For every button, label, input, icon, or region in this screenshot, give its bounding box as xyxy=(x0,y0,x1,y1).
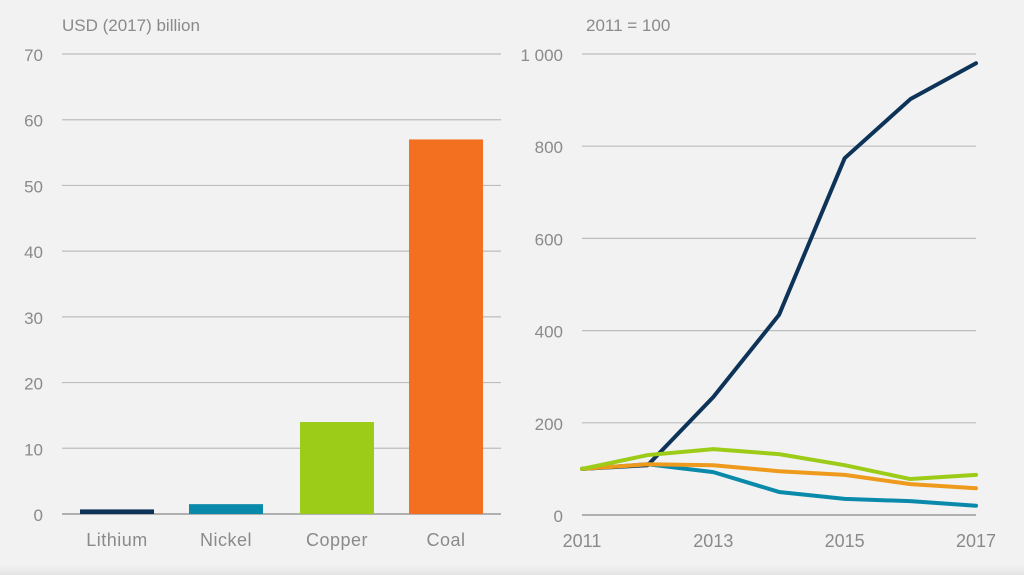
bottom-strip xyxy=(0,565,1024,575)
y-tick-label: 0 xyxy=(34,506,43,525)
bar-copper xyxy=(300,422,374,514)
y-tick-label: 60 xyxy=(24,112,43,131)
series-line-3 xyxy=(580,462,978,491)
y-tick-label: 40 xyxy=(24,243,43,262)
right-axis-title: 2011 = 100 xyxy=(586,16,670,35)
series-line-1 xyxy=(580,61,978,471)
y-tick-label: 1 000 xyxy=(520,46,563,65)
y-tick-label: 20 xyxy=(24,375,43,394)
x-tick-label: Lithium xyxy=(86,530,148,550)
x-tick-label: Nickel xyxy=(200,530,252,550)
y-tick-label: 600 xyxy=(535,230,563,249)
left-axis-title: USD (2017) billion xyxy=(62,16,200,35)
y-tick-label: 800 xyxy=(535,138,563,157)
y-tick-label: 50 xyxy=(24,177,43,196)
y-tick-label: 200 xyxy=(535,415,563,434)
y-tick-label: 400 xyxy=(535,323,563,342)
y-tick-label: 70 xyxy=(24,46,43,65)
x-tick-label: 2017 xyxy=(956,531,996,551)
y-tick-label: 0 xyxy=(554,507,563,526)
bar-coal xyxy=(409,139,483,514)
x-tick-label: 2015 xyxy=(825,531,865,551)
x-tick-label: 2013 xyxy=(693,531,733,551)
bar-nickel xyxy=(189,504,263,514)
x-tick-label: 2011 xyxy=(563,531,602,551)
x-tick-label: Coal xyxy=(426,530,465,550)
x-tick-label: Copper xyxy=(306,530,368,550)
bar-chart: 0 10 20 30 40 50 60 70 Lithium Nickel Copper Coal xyxy=(24,46,501,550)
y-tick-label: 30 xyxy=(24,309,43,328)
bar-lithium xyxy=(80,509,154,514)
line-chart: 0 200 400 600 800 1 000 2011 2013 2015 2017 xyxy=(520,46,996,551)
y-tick-label: 10 xyxy=(24,440,43,459)
